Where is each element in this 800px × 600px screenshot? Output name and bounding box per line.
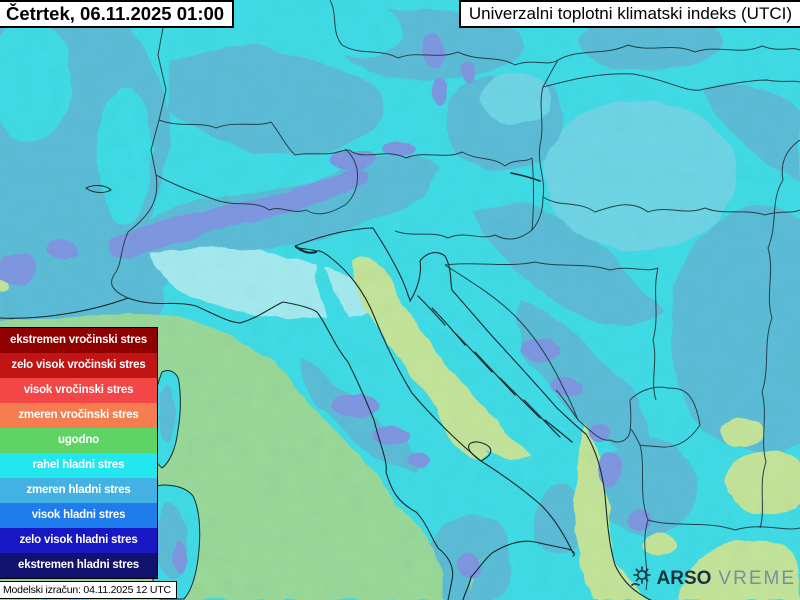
legend-item: zmeren hladni stres bbox=[0, 478, 157, 503]
arso-vreme-logo: ARSO VREME bbox=[628, 564, 796, 594]
page-title: Univerzalni toplotni klimatski indeks (U… bbox=[458, 0, 800, 28]
legend-item: ekstremen vročinski stres bbox=[0, 328, 157, 353]
legend-item: zelo visok vročinski stres bbox=[0, 353, 157, 378]
brand-name-bold: ARSO bbox=[656, 568, 712, 589]
legend-item: zelo visok hladni stres bbox=[0, 528, 157, 553]
legend-item: visok hladni stres bbox=[0, 503, 157, 528]
legend-item: ugodno bbox=[0, 428, 157, 453]
legend-item: ekstremen hladni stres bbox=[0, 553, 157, 578]
datetime-box: Četrtek, 06.11.2025 01:00 bbox=[0, 0, 235, 28]
legend-item: rahel hladni stres bbox=[0, 453, 157, 478]
model-run-info: Modelski izračun: 04.11.2025 12 UTC bbox=[0, 581, 177, 599]
brand-name-light: VREME bbox=[718, 568, 796, 589]
sun-icon bbox=[628, 564, 654, 595]
legend-item: visok vročinski stres bbox=[0, 378, 157, 403]
legend-item: zmeren vročinski stres bbox=[0, 403, 157, 428]
legend: ekstremen vročinski stres zelo visok vroč… bbox=[0, 327, 158, 579]
